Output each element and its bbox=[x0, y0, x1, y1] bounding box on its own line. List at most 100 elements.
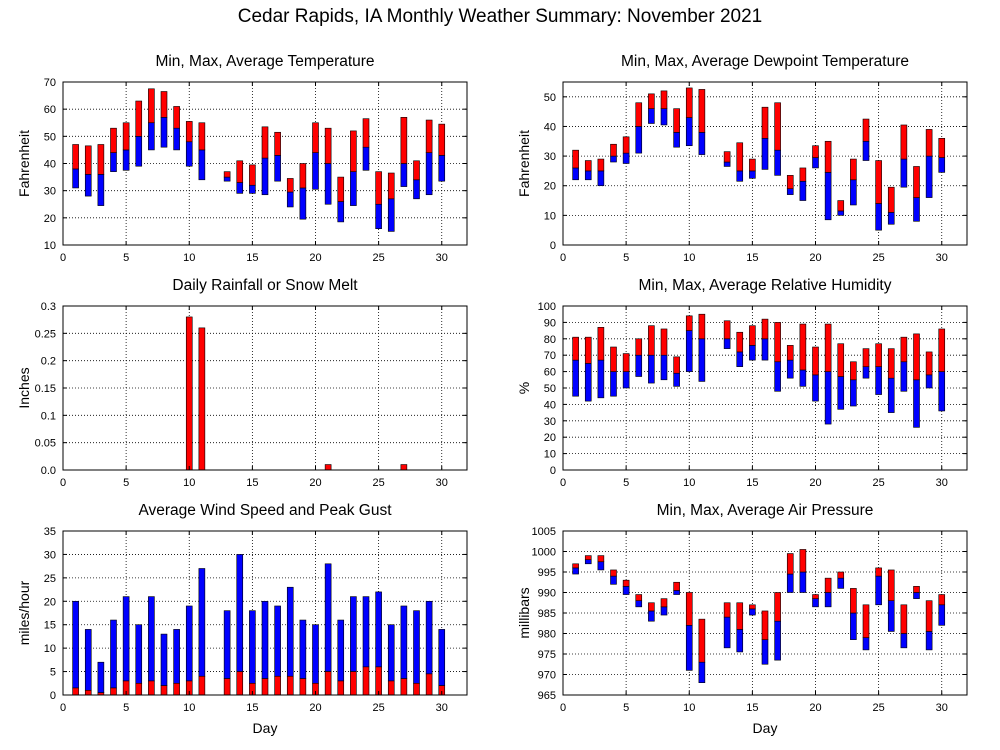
bar-lower-day-19 bbox=[799, 571, 807, 593]
bar-lower-day-29 bbox=[925, 374, 933, 389]
bar-lower-day-9 bbox=[173, 127, 180, 151]
bar-lower-day-5 bbox=[622, 152, 630, 164]
bar-upper-day-9 bbox=[673, 581, 680, 591]
bar-lower-day-26 bbox=[887, 377, 895, 413]
chart-temperature: Min, Max, Average Temperature10203040506… bbox=[16, 53, 468, 264]
xtick-label: 30 bbox=[436, 477, 448, 489]
bar-upper-day-11 bbox=[698, 89, 706, 133]
ytick-label: 0.25 bbox=[35, 328, 56, 340]
ytick-label: 995 bbox=[538, 567, 556, 579]
bar-gust-day-25 bbox=[375, 591, 382, 668]
ytick-label: 100 bbox=[538, 301, 556, 313]
xtick-label: 15 bbox=[246, 702, 258, 714]
xtick-label: 10 bbox=[183, 477, 195, 489]
ytick-label: 1005 bbox=[532, 526, 556, 538]
bar-upper-day-24 bbox=[362, 118, 370, 148]
bar-upper-day-27 bbox=[900, 336, 908, 363]
bar-avg-day-22 bbox=[337, 680, 345, 696]
bar-upper-day-22 bbox=[837, 343, 845, 377]
bar-lower-day-7 bbox=[648, 610, 655, 622]
ytick-label: 20 bbox=[544, 181, 556, 193]
bar-lower-day-29 bbox=[925, 631, 933, 651]
xtick-label: 5 bbox=[123, 477, 129, 489]
bar-gust-day-22 bbox=[337, 619, 345, 682]
bar-upper-day-22 bbox=[837, 571, 845, 579]
bar-lower-day-28 bbox=[913, 592, 920, 599]
chart-pressure: Min, Max, Average Air Pressure 965 970 975 9… bbox=[516, 502, 968, 736]
bar-lower-day-18 bbox=[286, 191, 294, 208]
ytick-label: 30 bbox=[44, 549, 56, 561]
xtick-label: 30 bbox=[936, 702, 948, 714]
y-axis-label: % bbox=[516, 382, 532, 394]
bar-lower-day-10 bbox=[685, 330, 693, 372]
bar-upper-day-26 bbox=[387, 172, 395, 200]
ytick-label: 15 bbox=[44, 620, 56, 632]
bar-upper-day-17 bbox=[774, 102, 781, 151]
bar-gust-day-6 bbox=[135, 624, 143, 684]
bar-upper-day-5 bbox=[622, 353, 630, 372]
bar-avg-day-28 bbox=[413, 682, 420, 696]
bar-lower-day-2 bbox=[584, 170, 592, 181]
xtick-label: 10 bbox=[183, 252, 195, 264]
bar-upper-day-9 bbox=[673, 356, 680, 374]
bar-upper-day-7 bbox=[648, 325, 655, 356]
bar-lower-day-1 bbox=[72, 168, 79, 189]
bar-lower-day-24 bbox=[362, 146, 370, 171]
ytick-label: 40 bbox=[44, 159, 56, 171]
bar-upper-day-10 bbox=[185, 121, 193, 143]
bar-upper-day-5 bbox=[622, 136, 630, 154]
ytick-label: 30 bbox=[544, 151, 556, 163]
bar-gust-day-24 bbox=[362, 596, 370, 668]
bar-upper-day-2 bbox=[84, 145, 92, 175]
bar-upper-day-16 bbox=[761, 610, 769, 640]
bar-upper-day-15 bbox=[749, 158, 756, 172]
bar-upper-day-30 bbox=[438, 123, 446, 156]
bar-avg-day-14 bbox=[236, 671, 244, 696]
bar-gust-day-30 bbox=[438, 629, 446, 686]
bar-upper-day-4 bbox=[110, 127, 117, 153]
bar-lower-day-25 bbox=[875, 203, 882, 231]
bar-lower-day-27 bbox=[900, 158, 908, 188]
ytick-label: 10 bbox=[44, 643, 56, 655]
xtick-label: 30 bbox=[936, 252, 948, 264]
xtick-label: 5 bbox=[623, 477, 629, 489]
bar-upper-day-24 bbox=[862, 348, 870, 367]
x-axis-label: Day bbox=[753, 720, 778, 736]
bar-lower-day-11 bbox=[698, 661, 706, 684]
bar-upper-day-5 bbox=[622, 579, 630, 587]
bar-upper-day-21 bbox=[324, 127, 332, 164]
bar-avg-day-11 bbox=[198, 675, 206, 696]
bar-lower-day-15 bbox=[749, 345, 756, 361]
chart-title: Min, Max, Average Dewpoint Temperature bbox=[621, 53, 909, 70]
ytick-label: 70 bbox=[544, 350, 556, 362]
bar-lower-day-1 bbox=[572, 167, 579, 181]
bar-lower-day-8 bbox=[660, 606, 668, 616]
bar-rain-day-27 bbox=[400, 464, 408, 471]
bar-lower-day-6 bbox=[635, 126, 643, 154]
xtick-label: 25 bbox=[873, 702, 885, 714]
bar-gust-day-20 bbox=[312, 624, 319, 684]
bar-avg-day-29 bbox=[425, 673, 433, 696]
bar-gust-day-11 bbox=[198, 568, 206, 677]
ytick-label: 35 bbox=[44, 526, 56, 538]
bar-lower-day-5 bbox=[622, 586, 630, 595]
bar-upper-day-7 bbox=[148, 88, 155, 124]
bar-lower-day-8 bbox=[660, 354, 668, 381]
bar-avg-day-2 bbox=[84, 690, 92, 696]
bar-upper-day-1 bbox=[572, 149, 579, 169]
bar-lower-day-26 bbox=[387, 198, 395, 232]
bar-upper-day-25 bbox=[875, 567, 882, 577]
bar-upper-day-24 bbox=[862, 604, 870, 638]
ytick-label: 1000 bbox=[532, 547, 556, 559]
bar-upper-day-2 bbox=[584, 555, 592, 560]
bar-lower-day-6 bbox=[635, 600, 643, 608]
bar-lower-day-4 bbox=[110, 152, 117, 172]
bar-lower-day-16 bbox=[261, 157, 269, 196]
ytick-label: 0 bbox=[550, 465, 556, 477]
bar-lower-day-20 bbox=[312, 152, 319, 190]
bar-lower-day-17 bbox=[774, 620, 781, 661]
bar-lower-day-22 bbox=[837, 376, 845, 410]
xtick-label: 10 bbox=[683, 477, 695, 489]
xtick-label: 15 bbox=[246, 477, 258, 489]
bar-upper-day-30 bbox=[938, 138, 946, 158]
